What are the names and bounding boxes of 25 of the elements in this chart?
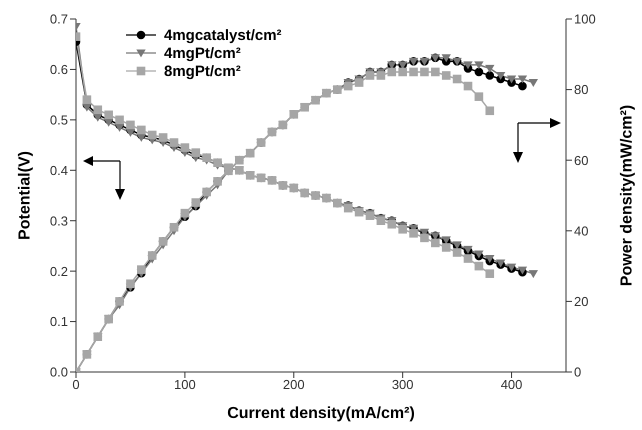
y-tick-label: 0.1: [50, 314, 68, 330]
y-tick-label: 0.2: [50, 264, 68, 279]
y-tick-label: 0.7: [50, 12, 68, 27]
y2-tick-label: 20: [574, 294, 588, 310]
y2-tick-label: 60: [574, 152, 588, 168]
y-tick-label: 0.0: [50, 364, 68, 380]
y-tick-label: 0.6: [50, 62, 68, 78]
y2-tick-label: 100: [574, 12, 596, 27]
x-tick-label: 100: [174, 377, 196, 392]
y-tick-label: 0.4: [50, 162, 68, 178]
x-tick-label: 200: [282, 377, 305, 392]
legend-label: 8mgPt/cm²: [164, 62, 241, 80]
y-tick-label: 0.3: [50, 213, 68, 228]
x-tick-label: 300: [392, 377, 414, 392]
x-tick-label: 0: [72, 377, 80, 392]
y2-tick-label: 40: [574, 223, 588, 238]
y2-axis-title: Power density(mW/cm²): [618, 104, 636, 286]
y-axis-title: Potential(V): [16, 151, 34, 240]
x-axis-title: Current density(mA/cm²): [227, 405, 415, 422]
x-tick-label: 400: [500, 377, 522, 392]
y2-tick-label: 0: [574, 364, 582, 380]
y-tick-label: 0.5: [50, 112, 68, 128]
y2-tick-label: 80: [574, 82, 588, 98]
legend-label: 4mgPt/cm²: [164, 44, 241, 62]
legend-label: 4mgcatalyst/cm²: [164, 26, 282, 44]
